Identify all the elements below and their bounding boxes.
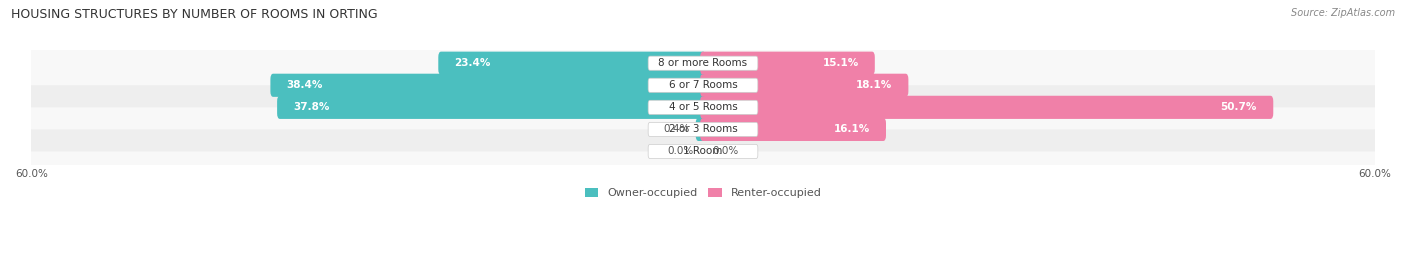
FancyBboxPatch shape [439,52,706,75]
FancyBboxPatch shape [696,118,706,141]
FancyBboxPatch shape [25,129,1381,174]
FancyBboxPatch shape [648,100,758,114]
Text: 6 or 7 Rooms: 6 or 7 Rooms [669,80,737,90]
Text: 50.7%: 50.7% [1220,102,1257,112]
Text: 23.4%: 23.4% [454,58,491,68]
FancyBboxPatch shape [648,144,758,158]
Text: HOUSING STRUCTURES BY NUMBER OF ROOMS IN ORTING: HOUSING STRUCTURES BY NUMBER OF ROOMS IN… [11,8,378,21]
Text: 8 or more Rooms: 8 or more Rooms [658,58,748,68]
FancyBboxPatch shape [25,63,1381,107]
FancyBboxPatch shape [277,96,706,119]
FancyBboxPatch shape [648,122,758,136]
FancyBboxPatch shape [700,52,875,75]
Legend: Owner-occupied, Renter-occupied: Owner-occupied, Renter-occupied [581,183,825,203]
Text: 4 or 5 Rooms: 4 or 5 Rooms [669,102,737,112]
Text: 38.4%: 38.4% [287,80,323,90]
FancyBboxPatch shape [25,107,1381,151]
FancyBboxPatch shape [700,118,886,141]
Text: 0.4%: 0.4% [664,124,689,134]
FancyBboxPatch shape [648,56,758,70]
Text: 16.1%: 16.1% [834,124,870,134]
FancyBboxPatch shape [25,41,1381,85]
Text: 0.0%: 0.0% [668,146,695,157]
Text: 15.1%: 15.1% [823,58,859,68]
Text: 0.0%: 0.0% [711,146,738,157]
FancyBboxPatch shape [25,85,1381,129]
Text: 37.8%: 37.8% [294,102,330,112]
FancyBboxPatch shape [648,78,758,92]
FancyBboxPatch shape [700,96,1274,119]
Text: 18.1%: 18.1% [856,80,893,90]
Text: 2 or 3 Rooms: 2 or 3 Rooms [669,124,737,134]
Text: Source: ZipAtlas.com: Source: ZipAtlas.com [1291,8,1395,18]
FancyBboxPatch shape [270,74,706,97]
Text: 1 Room: 1 Room [683,146,723,157]
FancyBboxPatch shape [700,74,908,97]
